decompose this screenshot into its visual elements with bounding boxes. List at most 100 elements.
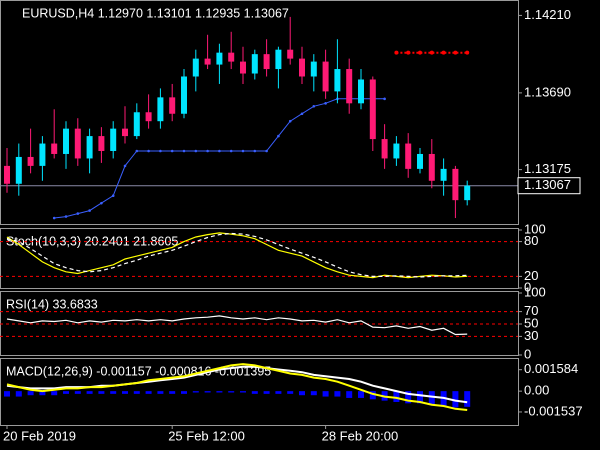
y-tick-label: 100 bbox=[524, 284, 546, 299]
overlay-dot bbox=[159, 149, 162, 153]
indicator-line bbox=[6, 315, 468, 336]
histogram-bar bbox=[228, 391, 235, 393]
y-tick-label: 30 bbox=[524, 328, 538, 343]
candle-body bbox=[86, 136, 93, 159]
panel-frame bbox=[0, 358, 519, 426]
histogram-bar bbox=[299, 391, 305, 396]
candle-body bbox=[228, 52, 235, 62]
histogram-bar bbox=[4, 391, 10, 397]
overlay-dot bbox=[135, 149, 139, 153]
y-tick-label: 50 bbox=[524, 315, 538, 330]
overlay-dot bbox=[182, 149, 186, 153]
y-tick-label: 1.13175 bbox=[524, 161, 571, 176]
overlay-dot bbox=[147, 149, 150, 153]
overlay-dot bbox=[453, 50, 458, 55]
overlay-dot bbox=[324, 102, 327, 105]
overlay-dot bbox=[383, 97, 386, 101]
candle-body bbox=[358, 79, 364, 104]
candle-body bbox=[428, 153, 435, 181]
panel-frame bbox=[0, 228, 519, 289]
candle-body bbox=[74, 128, 81, 159]
candle-body bbox=[181, 76, 187, 114]
candle-body bbox=[39, 143, 46, 166]
histogram-bar bbox=[393, 391, 400, 402]
candle-body bbox=[216, 52, 223, 65]
histogram-bar bbox=[133, 391, 140, 394]
panel-frame bbox=[0, 0, 519, 225]
candle-body bbox=[369, 79, 376, 140]
overlay-dot bbox=[288, 119, 292, 123]
histogram-bar bbox=[63, 391, 69, 394]
candle-body bbox=[381, 139, 388, 159]
candle-body bbox=[346, 69, 353, 104]
histogram-bar bbox=[310, 391, 317, 396]
candle-body bbox=[133, 112, 140, 137]
overlay-dot bbox=[429, 50, 434, 55]
candle-body bbox=[263, 54, 270, 70]
panel-title: EURUSD,H4 1.12970 1.13101 1.12935 1.1306… bbox=[22, 6, 289, 20]
plot-layer: EURUSD,H4 1.12970 1.13101 1.12935 1.1306… bbox=[0, 6, 583, 443]
candle-body bbox=[275, 49, 282, 70]
histogram-bar bbox=[464, 391, 471, 407]
histogram-bar bbox=[452, 391, 459, 408]
overlay-dot bbox=[229, 149, 233, 153]
last-price-box bbox=[517, 177, 581, 195]
candle-body bbox=[15, 156, 22, 184]
y-tick-label: 80 bbox=[524, 233, 538, 248]
overlay-dot bbox=[406, 50, 411, 55]
candle-body bbox=[440, 168, 447, 181]
overlay-dot bbox=[312, 104, 316, 108]
histogram-bar bbox=[369, 391, 376, 400]
histogram-bar bbox=[216, 391, 223, 393]
histogram-bar bbox=[27, 391, 34, 396]
histogram-bar bbox=[74, 391, 81, 394]
histogram-bar bbox=[322, 391, 329, 397]
overlay-dot bbox=[441, 50, 446, 55]
overlay-dot bbox=[170, 149, 174, 153]
histogram-bar bbox=[358, 391, 364, 398]
candle-body bbox=[417, 153, 423, 169]
overlay-dot bbox=[100, 201, 103, 205]
candle-body bbox=[63, 128, 69, 154]
candle-body bbox=[27, 156, 34, 166]
histogram-bar bbox=[39, 391, 46, 396]
histogram-bar bbox=[192, 391, 199, 393]
indicator-line bbox=[6, 232, 468, 278]
y-tick-label: 70 bbox=[524, 303, 538, 318]
overlay-dot bbox=[88, 209, 91, 212]
candle-body bbox=[334, 69, 341, 92]
y-tick-label: 0 bbox=[524, 279, 531, 294]
y-tick-label: 1.13690 bbox=[524, 84, 571, 99]
candle-body bbox=[169, 97, 176, 114]
candle-body bbox=[322, 61, 329, 92]
last-price-label: 1.13067 bbox=[524, 177, 571, 192]
histogram-bar bbox=[240, 391, 246, 393]
histogram-bar bbox=[334, 391, 341, 397]
candle-body bbox=[452, 168, 459, 201]
histogram-bar bbox=[110, 391, 117, 394]
candle-body bbox=[122, 128, 128, 137]
candle-body bbox=[405, 143, 412, 169]
histogram-bar bbox=[346, 391, 353, 398]
candle-body bbox=[287, 49, 294, 59]
overlay-dot bbox=[123, 164, 127, 168]
histogram-bar bbox=[122, 391, 128, 394]
indicator-line bbox=[6, 363, 468, 411]
overlay-dot bbox=[418, 50, 422, 55]
overlay-dot bbox=[52, 216, 56, 220]
y-tick-label: -0.001537 bbox=[524, 403, 583, 418]
histogram-bar bbox=[251, 391, 258, 394]
candle-body bbox=[240, 61, 246, 74]
y-tick-label: 0.00 bbox=[524, 383, 549, 398]
overlay-dot bbox=[253, 149, 257, 153]
overlay-dot bbox=[465, 50, 470, 55]
overlay-dot bbox=[277, 134, 280, 138]
histogram-bar bbox=[417, 391, 423, 404]
histogram-bar bbox=[98, 391, 105, 394]
histogram-bar bbox=[181, 391, 187, 394]
candle-body bbox=[464, 185, 471, 201]
histogram-bar bbox=[145, 391, 152, 394]
candle-body bbox=[393, 143, 400, 159]
